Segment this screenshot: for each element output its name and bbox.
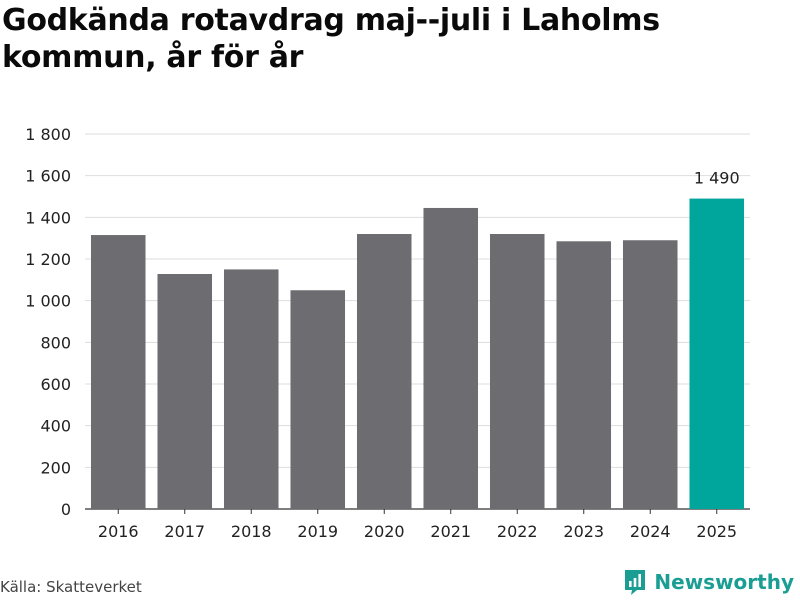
bar-chart: 0 200 400 600 800 1 000 1 200 1 400 1 600 1 800 20… <box>25 125 750 541</box>
x-tick-label: 2020 <box>364 522 405 541</box>
bar-2025 <box>689 198 745 510</box>
chart-title: Godkända rotavdrag maj--juli i Laholms k… <box>2 3 660 75</box>
x-tick-label: 2023 <box>563 522 604 541</box>
y-tick-label: 1 800 <box>25 125 71 144</box>
labels: 0 200 400 600 800 1 000 1 200 1 400 1 600 1 800 20… <box>25 125 739 541</box>
bar-2019 <box>290 290 346 509</box>
bars <box>90 198 745 510</box>
x-tick-label: 2021 <box>430 522 471 541</box>
x-tick-label: 2018 <box>231 522 272 541</box>
x-tick-label: 2017 <box>164 522 205 541</box>
bar-2021 <box>423 207 479 510</box>
bar-2016 <box>90 235 146 509</box>
y-tick-label: 1 200 <box>25 250 71 269</box>
source-label: Källa: Skatteverket <box>0 578 142 596</box>
bar-2023 <box>556 241 612 509</box>
newsworthy-logo-icon <box>625 570 646 595</box>
bar-2022 <box>489 234 545 509</box>
y-tick-label: 600 <box>40 375 71 394</box>
data-label-2025: 1 490 <box>694 169 740 188</box>
bar-2017 <box>157 274 213 509</box>
y-tick-label: 1 400 <box>25 208 71 227</box>
x-tick-label: 2025 <box>696 522 737 541</box>
y-tick-label: 1 600 <box>25 167 71 186</box>
bar-2018 <box>223 269 279 509</box>
x-tick-label: 2016 <box>98 522 139 541</box>
x-tick-label: 2019 <box>297 522 338 541</box>
y-tick-label: 0 <box>61 500 71 519</box>
x-tick-label: 2024 <box>630 522 671 541</box>
y-tick-label: 800 <box>40 333 71 352</box>
bar-2020 <box>356 234 412 509</box>
y-tick-label: 1 000 <box>25 292 71 311</box>
y-tick-label: 200 <box>40 458 71 477</box>
brand-name: Newsworthy <box>654 570 794 594</box>
y-tick-label: 400 <box>40 417 71 436</box>
brand: Newsworthy <box>623 568 794 596</box>
bar-2024 <box>622 240 678 509</box>
x-tick-label: 2022 <box>497 522 538 541</box>
